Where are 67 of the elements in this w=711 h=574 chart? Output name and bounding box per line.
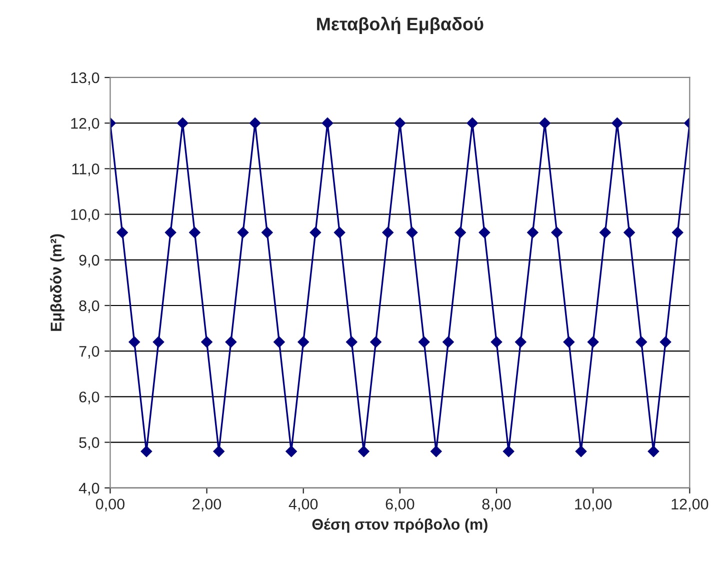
x-axis-title: Θέση στον πρόβολο (m) <box>312 518 488 533</box>
y-tick-label: 5,0 <box>79 437 100 450</box>
point <box>298 336 309 348</box>
point <box>189 226 200 238</box>
point <box>502 446 514 458</box>
point <box>334 226 346 238</box>
y-tick-label: 8,0 <box>79 300 100 313</box>
y-tick-label: 7,0 <box>79 346 100 359</box>
point <box>274 336 285 348</box>
point <box>140 446 152 458</box>
x-tick-label: 10,00 <box>575 498 612 512</box>
point <box>394 117 406 129</box>
point <box>527 226 538 238</box>
point <box>636 336 647 348</box>
y-tick-label: 13,0 <box>71 72 100 85</box>
point <box>660 336 672 348</box>
chart-title: Μεταβολή Εμβαδού <box>317 16 484 34</box>
y-axis-title: Εμβαδόν (m²) <box>50 234 64 331</box>
point <box>164 226 176 238</box>
point <box>201 336 212 348</box>
y-tick-label: 10,0 <box>71 209 100 222</box>
point <box>563 336 575 348</box>
point <box>430 446 442 458</box>
point <box>116 226 128 238</box>
point <box>648 446 660 458</box>
x-tick-label: 4,00 <box>288 498 318 512</box>
point <box>466 117 478 129</box>
point <box>587 336 599 348</box>
point <box>346 336 358 348</box>
point <box>286 446 297 458</box>
y-tick-label: 9,0 <box>79 254 100 268</box>
x-tick-label: 12,00 <box>672 498 708 512</box>
point <box>454 226 466 238</box>
point <box>225 336 237 348</box>
point <box>442 336 454 348</box>
y-tick-label: 12,0 <box>71 118 100 131</box>
x-tick-label: 8,00 <box>482 498 511 512</box>
y-tick-label: 4,0 <box>78 482 100 496</box>
y-tick-label: 11,0 <box>72 164 100 176</box>
point <box>490 336 502 348</box>
point <box>177 117 188 129</box>
point <box>600 226 611 238</box>
point <box>262 226 273 238</box>
point <box>213 446 224 458</box>
point <box>406 226 418 238</box>
point <box>672 226 684 238</box>
point <box>515 336 526 348</box>
point <box>237 226 249 238</box>
point <box>152 336 164 348</box>
x-tick-label: 0,00 <box>96 498 124 512</box>
point <box>478 226 490 238</box>
point <box>128 336 140 348</box>
point <box>382 226 394 238</box>
point <box>358 446 370 458</box>
y-tick-label: 6,0 <box>79 392 100 404</box>
x-tick-label: 6,00 <box>386 498 414 512</box>
point <box>575 446 587 458</box>
point <box>612 117 623 129</box>
point <box>249 117 261 129</box>
point <box>370 336 382 348</box>
x-tick-label: 2,00 <box>192 498 222 512</box>
point <box>539 117 550 129</box>
point <box>551 226 562 238</box>
point <box>322 117 334 129</box>
point <box>418 336 430 348</box>
point <box>624 226 635 238</box>
point <box>310 226 322 238</box>
